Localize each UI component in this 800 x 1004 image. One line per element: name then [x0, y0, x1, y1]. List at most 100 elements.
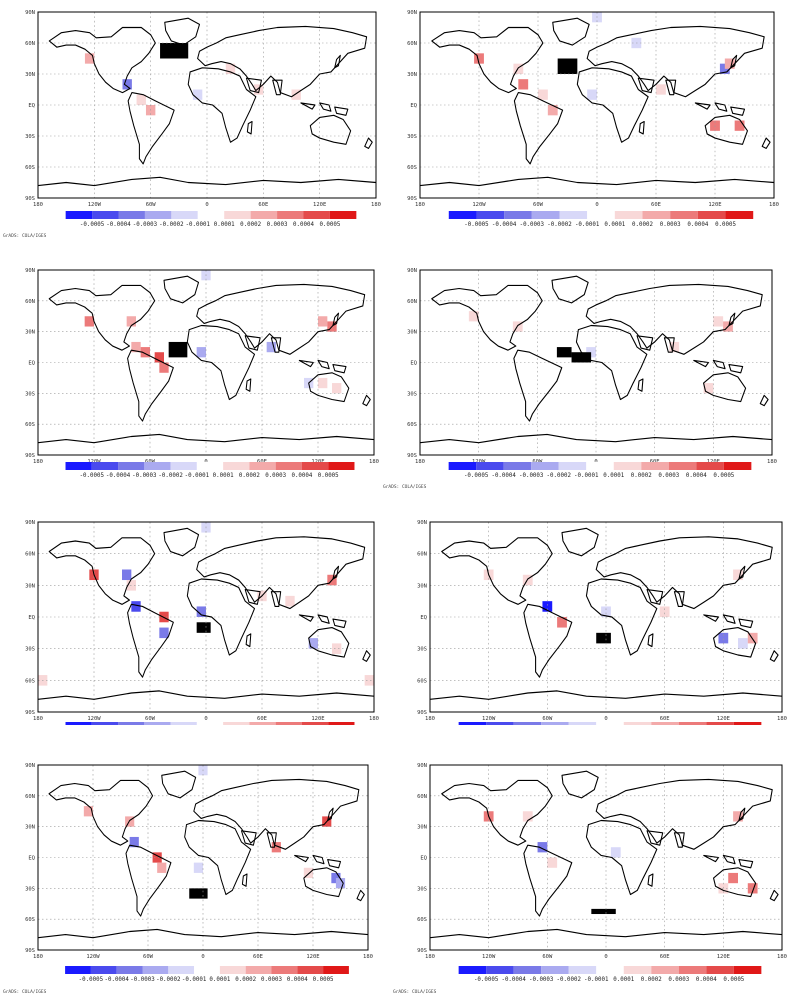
lon-label: 180 [425, 716, 435, 722]
legend-swatch [171, 211, 198, 219]
lon-label: 0 [604, 716, 607, 722]
anomaly-cell [703, 383, 714, 394]
legend-tick-label: -0.0004 [106, 222, 131, 228]
gridlines [38, 522, 375, 713]
map-area [420, 270, 773, 456]
lon-label: 180 [369, 459, 379, 465]
color-legend: -0.0005 -0.0004 -0.0003 -0.0002 -0.0001 0.000… [65, 966, 349, 983]
legend-swatch [733, 966, 762, 974]
anomaly-cell [669, 341, 680, 353]
legend-swatch [144, 211, 172, 219]
legend-swatch [249, 722, 276, 725]
anomaly-cell [724, 58, 735, 69]
legend-swatch [91, 722, 119, 725]
anomaly-cell [152, 852, 162, 863]
legend-tick-label: 0.0004 [291, 473, 312, 479]
legend-tick-label: -0.0002 [156, 977, 180, 983]
legend-swatch [614, 211, 643, 219]
lat-label: 30S [407, 391, 417, 397]
legend-swatch [587, 211, 615, 219]
map-frame [37, 269, 375, 456]
legend-tick-label: -0.0004 [491, 473, 516, 479]
legend-swatch [696, 462, 724, 470]
panel-4: 90N60N30NEQ30S60S90S180120W60W060E120E18… [383, 268, 777, 490]
legend-tick-label: -0.0002 [547, 473, 571, 479]
map-frame [37, 521, 375, 713]
lon-label: 60W [143, 954, 154, 960]
lat-label: EQ [410, 103, 417, 109]
anomaly-cell [157, 862, 167, 873]
legend-swatch [678, 722, 707, 725]
lat-label: 90S [25, 710, 35, 716]
source-region [596, 632, 611, 644]
legend-swatch [541, 966, 569, 974]
lat-label: 90S [417, 948, 427, 954]
legend-swatch [323, 966, 349, 974]
anomaly-cell [364, 675, 375, 686]
legend-tick-label: -0.0002 [158, 473, 182, 479]
lat-label: 60S [417, 917, 427, 923]
legend-swatch [541, 722, 569, 725]
map-area [430, 522, 783, 713]
legend-swatch [329, 211, 357, 219]
anomaly-cell [734, 120, 745, 131]
lat-label: EQ [420, 856, 427, 862]
lat-label: 90N [417, 763, 427, 769]
anomaly-cell [656, 84, 666, 95]
lat-label: 90S [417, 710, 427, 716]
anomaly-cell [713, 316, 724, 327]
legend-tick-label: -0.0004 [104, 977, 129, 983]
legend-tick-label: -0.0005 [80, 473, 105, 479]
lat-label: EQ [28, 361, 35, 367]
lon-label: 60E [257, 716, 267, 722]
lon-label: 60W [145, 716, 156, 722]
legend-swatch [197, 211, 225, 219]
legend-tick-label: 0.0003 [267, 222, 288, 228]
legend-tick-label: 0.0002 [235, 977, 256, 983]
lon-label: 180 [369, 716, 379, 722]
gridlines [430, 765, 783, 951]
anomaly-cell [159, 362, 169, 373]
legend-swatch [678, 966, 707, 974]
gridlines [420, 12, 775, 198]
anomaly-cell [547, 857, 558, 868]
legend-tick-label: -0.0003 [130, 977, 155, 983]
legend-tick-label: -0.0003 [133, 222, 158, 228]
lat-label: 30N [25, 72, 35, 78]
legend-swatch [297, 966, 324, 974]
legend-tick-label: -0.0005 [79, 977, 104, 983]
color-legend: -0.0005 -0.0004 -0.0003 -0.0002 -0.0001 0.000… [448, 462, 752, 479]
legend-swatch [275, 462, 302, 470]
legend-tick-label: 0.0005 [715, 222, 736, 228]
lon-label: 60W [146, 202, 157, 208]
legend-tick-label: 0.0003 [660, 222, 681, 228]
anomaly-cell [84, 53, 95, 64]
legend-swatch [277, 211, 304, 219]
legend-swatch [486, 966, 514, 974]
legend-swatch [92, 211, 119, 219]
lat-label: 30N [407, 72, 417, 78]
legend-swatch [706, 722, 734, 725]
legend-swatch [144, 722, 171, 725]
legend-swatch [448, 462, 477, 470]
legend-tick-label: -0.0003 [529, 977, 554, 983]
legend-tick-label: -0.0004 [501, 977, 526, 983]
anomaly-cell [331, 872, 341, 884]
legend-swatch [513, 966, 542, 974]
source-region [556, 347, 572, 358]
anomaly-cell [747, 883, 758, 894]
lat-label: 90N [25, 268, 35, 274]
legend-tick-label: -0.0004 [492, 222, 517, 228]
lat-label: 30N [417, 583, 427, 589]
panel-3: 90N60N30NEQ30S60S90S180120W60W060E120E18… [25, 268, 379, 479]
legend-tick-label: 0.0003 [658, 473, 679, 479]
legend-tick-label: -0.0005 [464, 473, 489, 479]
lat-label: 90S [25, 948, 35, 954]
lon-label: 0 [205, 202, 208, 208]
lat-label: 60S [25, 422, 35, 428]
anomaly-cell [308, 638, 319, 649]
legend-swatch [144, 462, 171, 470]
